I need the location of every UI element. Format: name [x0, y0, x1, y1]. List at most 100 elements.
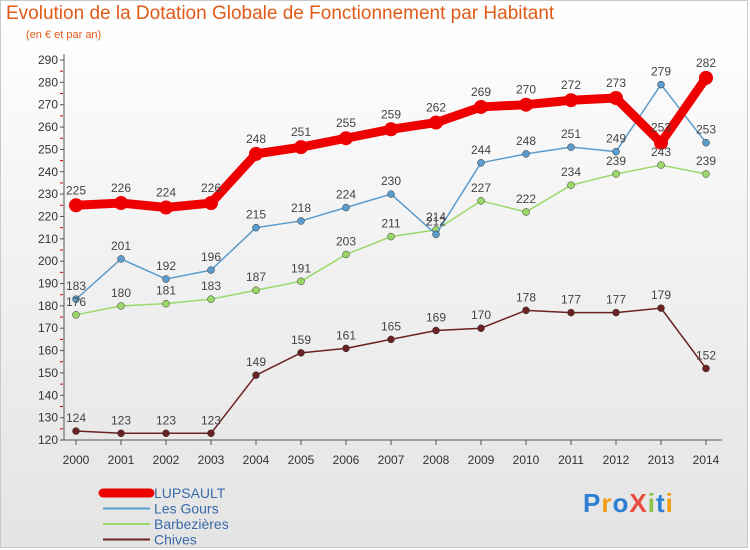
data-label-lupsault: 270: [516, 83, 536, 97]
x-tick-label: 2010: [513, 453, 540, 467]
data-point-lupsault: [519, 98, 533, 112]
data-label-les-gours: 224: [336, 188, 356, 202]
data-label-lupsault: 282: [696, 56, 716, 70]
data-point-barbezi-res: [478, 197, 485, 204]
data-label-chives: 123: [201, 413, 221, 427]
data-point-lupsault: [294, 140, 308, 154]
x-tick-label: 2006: [333, 453, 360, 467]
data-label-lupsault: 226: [201, 181, 221, 195]
data-label-barbezi-res: 239: [696, 154, 716, 168]
data-point-les-gours: [478, 159, 485, 166]
data-label-les-gours: 248: [516, 134, 536, 148]
data-point-chives: [118, 430, 125, 437]
data-point-lupsault: [699, 71, 713, 85]
x-tick-label: 2008: [423, 453, 450, 467]
data-point-lupsault: [114, 196, 128, 210]
data-label-chives: 149: [246, 355, 266, 369]
proxiti-logo: ProXiti: [583, 488, 674, 519]
y-tick-label: 280: [38, 75, 58, 89]
data-label-les-gours: 215: [246, 208, 266, 222]
data-label-lupsault: 272: [561, 78, 581, 92]
data-point-barbezi-res: [388, 233, 395, 240]
y-tick-label: 120: [38, 433, 58, 447]
data-point-lupsault: [159, 201, 173, 215]
data-point-barbezi-res: [208, 296, 215, 303]
data-point-lupsault: [609, 91, 623, 105]
data-label-chives: 178: [516, 290, 536, 304]
data-label-barbezi-res: 187: [246, 270, 266, 284]
x-tick-label: 2011: [558, 453, 584, 467]
data-point-barbezi-res: [613, 171, 620, 178]
data-label-barbezi-res: 191: [291, 261, 311, 275]
data-label-barbezi-res: 181: [156, 284, 176, 298]
data-label-chives: 123: [111, 413, 131, 427]
data-label-chives: 179: [651, 288, 671, 302]
data-point-chives: [388, 336, 395, 343]
data-label-les-gours: 201: [111, 239, 131, 253]
data-label-chives: 124: [66, 411, 86, 425]
data-label-barbezi-res: 211: [381, 217, 400, 231]
y-tick-label: 220: [38, 209, 58, 223]
data-label-chives: 165: [381, 319, 401, 333]
data-point-barbezi-res: [253, 287, 260, 294]
data-label-chives: 177: [561, 293, 581, 307]
y-tick-label: 180: [38, 299, 58, 313]
y-tick-label: 190: [38, 277, 58, 291]
data-point-chives: [703, 365, 710, 372]
data-point-chives: [343, 345, 350, 352]
data-label-lupsault: 259: [381, 107, 401, 121]
data-label-lupsault: 262: [426, 101, 446, 115]
data-label-lupsault: 226: [111, 181, 131, 195]
data-label-barbezi-res: 243: [651, 145, 671, 159]
data-point-chives: [253, 372, 260, 379]
data-label-lupsault: 255: [336, 116, 356, 130]
data-point-chives: [163, 430, 170, 437]
data-point-les-gours: [163, 276, 170, 283]
y-tick-label: 210: [38, 232, 58, 246]
data-label-lupsault: 248: [246, 132, 266, 146]
data-point-les-gours: [433, 231, 440, 238]
data-point-chives: [73, 428, 80, 435]
data-label-les-gours: 192: [156, 259, 176, 273]
data-point-les-gours: [703, 139, 710, 146]
data-label-barbezi-res: 183: [201, 279, 221, 293]
data-point-barbezi-res: [163, 300, 170, 307]
data-point-chives: [613, 309, 620, 316]
data-label-lupsault: 251: [291, 125, 311, 139]
y-tick-label: 240: [38, 165, 58, 179]
x-tick-label: 2003: [198, 453, 225, 467]
data-label-les-gours: 251: [561, 127, 581, 141]
data-point-les-gours: [253, 224, 260, 231]
y-tick-label: 270: [38, 98, 58, 112]
data-label-chives: 170: [471, 308, 491, 322]
data-point-barbezi-res: [703, 171, 710, 178]
data-point-les-gours: [568, 144, 575, 151]
legend-label-les-gours: Les Gours: [154, 501, 219, 517]
data-label-chives: 177: [606, 293, 626, 307]
data-label-barbezi-res: 222: [516, 192, 536, 206]
legend-label-chives: Chives: [154, 532, 197, 548]
data-label-les-gours: 253: [696, 123, 716, 137]
data-point-les-gours: [118, 255, 125, 262]
y-tick-label: 200: [38, 254, 58, 268]
x-tick-label: 2013: [648, 453, 675, 467]
data-point-chives: [523, 307, 530, 314]
data-point-les-gours: [208, 267, 215, 274]
data-point-les-gours: [388, 191, 395, 198]
data-label-les-gours: 218: [291, 201, 311, 215]
data-label-les-gours: 183: [66, 279, 86, 293]
data-label-lupsault: 224: [156, 186, 176, 200]
y-tick-label: 170: [38, 321, 58, 335]
x-tick-label: 2001: [108, 453, 135, 467]
data-point-les-gours: [298, 217, 305, 224]
data-label-barbezi-res: 234: [561, 165, 581, 179]
data-label-barbezi-res: 239: [606, 154, 626, 168]
data-label-barbezi-res: 180: [111, 286, 131, 300]
data-point-chives: [208, 430, 215, 437]
x-tick-label: 2014: [693, 453, 720, 467]
data-label-barbezi-res: 176: [66, 295, 86, 309]
x-tick-label: 2005: [288, 453, 315, 467]
y-tick-label: 150: [38, 366, 58, 380]
data-point-barbezi-res: [343, 251, 350, 258]
data-point-chives: [298, 349, 305, 356]
